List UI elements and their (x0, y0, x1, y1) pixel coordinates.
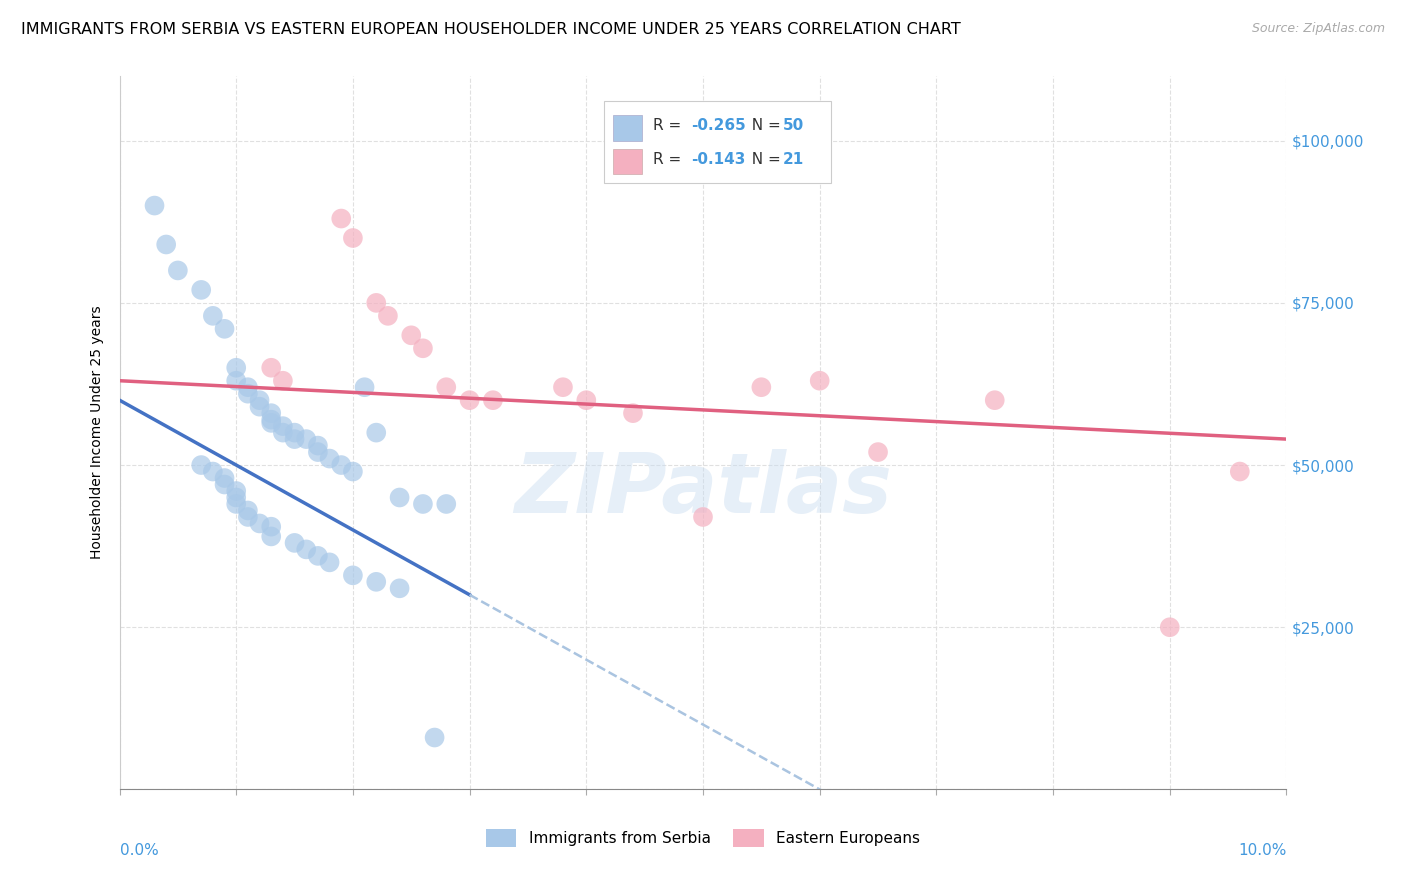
Text: -0.265: -0.265 (692, 119, 747, 133)
Point (214, 477, 236, 491)
Point (808, 374, 831, 388)
Point (249, 393, 271, 408)
Point (1229, 465, 1251, 479)
Point (271, 419, 294, 434)
Point (983, 393, 1005, 408)
Text: N =: N = (741, 152, 785, 167)
Point (307, 439, 329, 453)
Y-axis label: Householder Income Under 25 years: Householder Income Under 25 years (90, 306, 104, 559)
Point (236, 503, 259, 517)
Point (295, 432, 318, 446)
Point (225, 497, 247, 511)
Point (283, 425, 307, 440)
Point (260, 412, 283, 426)
Text: N =: N = (741, 119, 785, 133)
Point (434, 380, 457, 394)
Text: 10.0%: 10.0% (1239, 843, 1286, 858)
Point (388, 491, 411, 505)
Point (307, 549, 329, 563)
Point (249, 400, 271, 414)
Legend: Immigrants from Serbia, Eastern Europeans: Immigrants from Serbia, Eastern European… (479, 823, 927, 853)
Text: 21: 21 (782, 152, 804, 167)
Point (621, 406, 644, 420)
Point (342, 568, 364, 582)
Point (260, 529, 283, 543)
Point (155, 237, 177, 252)
Point (366, 425, 388, 440)
Point (377, 309, 399, 323)
Point (423, 731, 446, 745)
Point (201, 465, 224, 479)
Point (283, 432, 307, 446)
Point (166, 263, 188, 277)
Point (143, 198, 166, 212)
Text: R =: R = (652, 152, 686, 167)
Point (482, 393, 505, 408)
Point (236, 510, 259, 524)
Text: R =: R = (652, 119, 686, 133)
Point (401, 328, 423, 343)
Point (271, 425, 294, 440)
Point (283, 536, 307, 550)
Point (260, 519, 283, 533)
Point (434, 497, 457, 511)
Point (190, 283, 212, 297)
Point (692, 510, 714, 524)
Point (1159, 620, 1181, 634)
FancyBboxPatch shape (613, 149, 643, 174)
Point (412, 341, 434, 355)
Point (225, 360, 247, 375)
Text: 50: 50 (782, 119, 804, 133)
Point (751, 380, 773, 394)
FancyBboxPatch shape (603, 101, 831, 183)
Point (866, 445, 890, 459)
Point (201, 309, 224, 323)
Point (236, 380, 259, 394)
Point (342, 231, 364, 245)
Point (214, 471, 236, 485)
Point (318, 451, 340, 466)
Point (388, 582, 411, 596)
Point (295, 542, 318, 557)
Text: IMMIGRANTS FROM SERBIA VS EASTERN EUROPEAN HOUSEHOLDER INCOME UNDER 25 YEARS COR: IMMIGRANTS FROM SERBIA VS EASTERN EUROPE… (21, 22, 960, 37)
Point (190, 458, 212, 472)
Point (307, 445, 329, 459)
Text: 0.0%: 0.0% (120, 843, 159, 858)
Point (225, 374, 247, 388)
Point (225, 491, 247, 505)
Point (458, 393, 481, 408)
Point (330, 211, 353, 226)
Text: -0.143: -0.143 (692, 152, 745, 167)
Point (412, 497, 434, 511)
Point (236, 386, 259, 401)
FancyBboxPatch shape (613, 115, 643, 141)
Point (366, 574, 388, 589)
Point (260, 406, 283, 420)
Point (575, 393, 598, 408)
Point (260, 416, 283, 430)
Text: Source: ZipAtlas.com: Source: ZipAtlas.com (1251, 22, 1385, 36)
Point (330, 458, 353, 472)
Point (342, 465, 364, 479)
Point (366, 296, 388, 310)
Point (551, 380, 574, 394)
Point (225, 483, 247, 498)
Point (249, 516, 271, 531)
Point (353, 380, 375, 394)
Point (271, 374, 294, 388)
Text: ZIPatlas: ZIPatlas (515, 450, 891, 530)
Point (318, 555, 340, 569)
Point (214, 322, 236, 336)
Point (260, 360, 283, 375)
